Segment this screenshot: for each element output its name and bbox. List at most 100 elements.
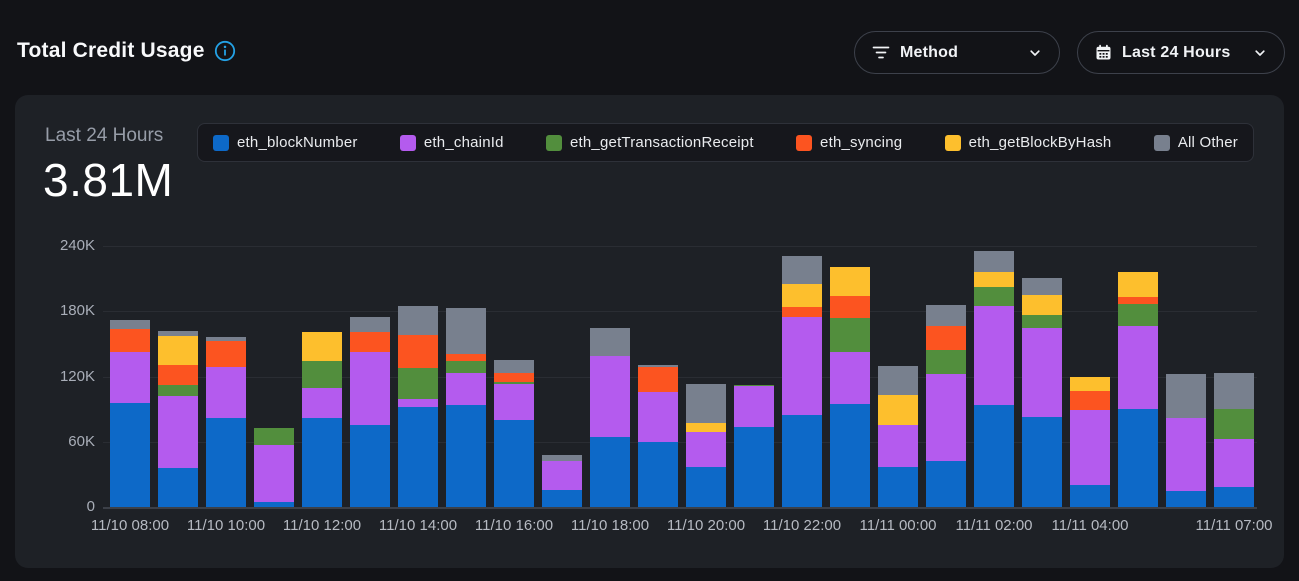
- bar-segment-eth_getTransactionReceipt[interactable]: [1118, 303, 1158, 327]
- bar-segment-eth_getBlockByHash[interactable]: [782, 284, 822, 307]
- bar-segment-eth_blockNumber[interactable]: [110, 402, 150, 507]
- bar-segment-All-Other[interactable]: [1022, 277, 1062, 295]
- bar-segment-eth_getTransactionReceipt[interactable]: [974, 287, 1014, 306]
- bar-segment-eth_getTransactionReceipt[interactable]: [254, 427, 294, 446]
- bar-segment-All-Other[interactable]: [782, 255, 822, 285]
- bar-segment-eth_getBlockByHash[interactable]: [1022, 294, 1062, 315]
- bar-segment-eth_syncing[interactable]: [1070, 390, 1110, 411]
- bar-segment-All-Other[interactable]: [158, 330, 198, 337]
- bar-segment-eth_blockNumber[interactable]: [1022, 416, 1062, 507]
- legend-item-eth_getTransactionReceipt[interactable]: eth_getTransactionReceipt: [545, 134, 754, 151]
- bar-segment-All-Other[interactable]: [494, 360, 534, 374]
- bar-segment-eth_chainId[interactable]: [974, 305, 1014, 405]
- bar-segment-All-Other[interactable]: [590, 327, 630, 356]
- bar-segment-eth_syncing[interactable]: [494, 373, 534, 382]
- bar-segment-eth_chainId[interactable]: [350, 351, 390, 426]
- bar-segment-eth_blockNumber[interactable]: [1214, 487, 1254, 507]
- bar-segment-eth_chainId[interactable]: [878, 425, 918, 467]
- bar-segment-eth_chainId[interactable]: [590, 355, 630, 438]
- legend-item-eth_blockNumber[interactable]: eth_blockNumber: [213, 134, 358, 151]
- bar-segment-eth_blockNumber[interactable]: [1118, 409, 1158, 507]
- bar-segment-eth_blockNumber[interactable]: [878, 466, 918, 507]
- bar-segment-eth_getTransactionReceipt[interactable]: [734, 385, 774, 387]
- bar-segment-eth_chainId[interactable]: [1022, 327, 1062, 417]
- bar[interactable]: [1118, 272, 1158, 507]
- bar-segment-eth_getBlockByHash[interactable]: [830, 266, 870, 297]
- bar-segment-All-Other[interactable]: [1214, 373, 1254, 410]
- bar-segment-eth_syncing[interactable]: [110, 328, 150, 352]
- bar-segment-All-Other[interactable]: [926, 304, 966, 327]
- bar-segment-eth_getBlockByHash[interactable]: [1070, 376, 1110, 391]
- bar-segment-eth_chainId[interactable]: [302, 388, 342, 418]
- bar[interactable]: [1214, 373, 1254, 507]
- bar-segment-eth_syncing[interactable]: [638, 366, 678, 392]
- bar-segment-eth_syncing[interactable]: [158, 364, 198, 386]
- bar[interactable]: [446, 308, 486, 507]
- bar-segment-eth_blockNumber[interactable]: [782, 414, 822, 507]
- bar-segment-eth_chainId[interactable]: [686, 431, 726, 467]
- bar-segment-eth_syncing[interactable]: [446, 353, 486, 362]
- bar-segment-eth_syncing[interactable]: [782, 306, 822, 317]
- bar-segment-eth_blockNumber[interactable]: [206, 417, 246, 507]
- bar[interactable]: [590, 327, 630, 507]
- bar-segment-eth_chainId[interactable]: [446, 373, 486, 405]
- bar-segment-eth_chainId[interactable]: [1118, 326, 1158, 410]
- bar-segment-eth_chainId[interactable]: [1070, 410, 1110, 486]
- bar-segment-eth_getTransactionReceipt[interactable]: [158, 385, 198, 397]
- legend-item-eth_getBlockByHash[interactable]: eth_getBlockByHash: [944, 134, 1112, 151]
- bar-segment-All-Other[interactable]: [974, 251, 1014, 273]
- bar-segment-eth_blockNumber[interactable]: [398, 406, 438, 507]
- bar[interactable]: [638, 364, 678, 507]
- bar-segment-eth_chainId[interactable]: [1214, 438, 1254, 488]
- bar[interactable]: [158, 330, 198, 507]
- bar-segment-eth_chainId[interactable]: [638, 391, 678, 442]
- bar-segment-eth_chainId[interactable]: [110, 351, 150, 403]
- bar[interactable]: [734, 385, 774, 507]
- bar-segment-All-Other[interactable]: [878, 365, 918, 396]
- bar-segment-eth_chainId[interactable]: [542, 461, 582, 490]
- bar-segment-eth_getTransactionReceipt[interactable]: [1214, 409, 1254, 439]
- bar[interactable]: [110, 319, 150, 507]
- bar[interactable]: [302, 331, 342, 507]
- bar[interactable]: [542, 454, 582, 507]
- bar-segment-eth_syncing[interactable]: [1118, 297, 1158, 304]
- bar-segment-eth_syncing[interactable]: [926, 326, 966, 351]
- legend-item-eth_syncing[interactable]: eth_syncing: [796, 134, 902, 151]
- bar-segment-eth_chainId[interactable]: [830, 351, 870, 404]
- bar[interactable]: [686, 384, 726, 507]
- bar-segment-eth_blockNumber[interactable]: [734, 426, 774, 507]
- bar-segment-eth_getBlockByHash[interactable]: [686, 423, 726, 432]
- bar-segment-All-Other[interactable]: [350, 316, 390, 332]
- bar-segment-All-Other[interactable]: [398, 305, 438, 336]
- bar-segment-eth_chainId[interactable]: [494, 384, 534, 420]
- bar-segment-eth_syncing[interactable]: [830, 296, 870, 318]
- bar-segment-eth_getTransactionReceipt[interactable]: [446, 361, 486, 374]
- bar-segment-eth_chainId[interactable]: [206, 366, 246, 418]
- bar-segment-All-Other[interactable]: [206, 337, 246, 341]
- bar-segment-eth_blockNumber[interactable]: [302, 417, 342, 507]
- bar-segment-eth_getTransactionReceipt[interactable]: [830, 317, 870, 352]
- bar-segment-eth_getTransactionReceipt[interactable]: [926, 350, 966, 375]
- bar-segment-eth_getBlockByHash[interactable]: [1118, 272, 1158, 298]
- bar-segment-eth_blockNumber[interactable]: [830, 403, 870, 507]
- bar-segment-eth_blockNumber[interactable]: [1166, 490, 1206, 507]
- bar-segment-All-Other[interactable]: [542, 454, 582, 462]
- bar-segment-eth_syncing[interactable]: [350, 331, 390, 352]
- bar-segment-eth_getTransactionReceipt[interactable]: [302, 361, 342, 389]
- bar-segment-All-Other[interactable]: [110, 319, 150, 329]
- info-icon[interactable]: [214, 40, 236, 62]
- bar[interactable]: [254, 427, 294, 507]
- bar-segment-eth_blockNumber[interactable]: [494, 420, 534, 507]
- bar[interactable]: [350, 316, 390, 507]
- bar-segment-eth_getTransactionReceipt[interactable]: [494, 381, 534, 385]
- method-dropdown[interactable]: Method: [854, 31, 1060, 74]
- bar-segment-eth_getTransactionReceipt[interactable]: [398, 367, 438, 400]
- bar-segment-eth_getBlockByHash[interactable]: [974, 272, 1014, 288]
- bar-segment-eth_blockNumber[interactable]: [158, 467, 198, 507]
- bar-segment-eth_getBlockByHash[interactable]: [158, 336, 198, 365]
- bar-segment-eth_syncing[interactable]: [206, 340, 246, 367]
- bar[interactable]: [878, 365, 918, 507]
- bar-segment-eth_blockNumber[interactable]: [446, 404, 486, 507]
- bar[interactable]: [1022, 277, 1062, 507]
- bar-segment-eth_blockNumber[interactable]: [350, 425, 390, 507]
